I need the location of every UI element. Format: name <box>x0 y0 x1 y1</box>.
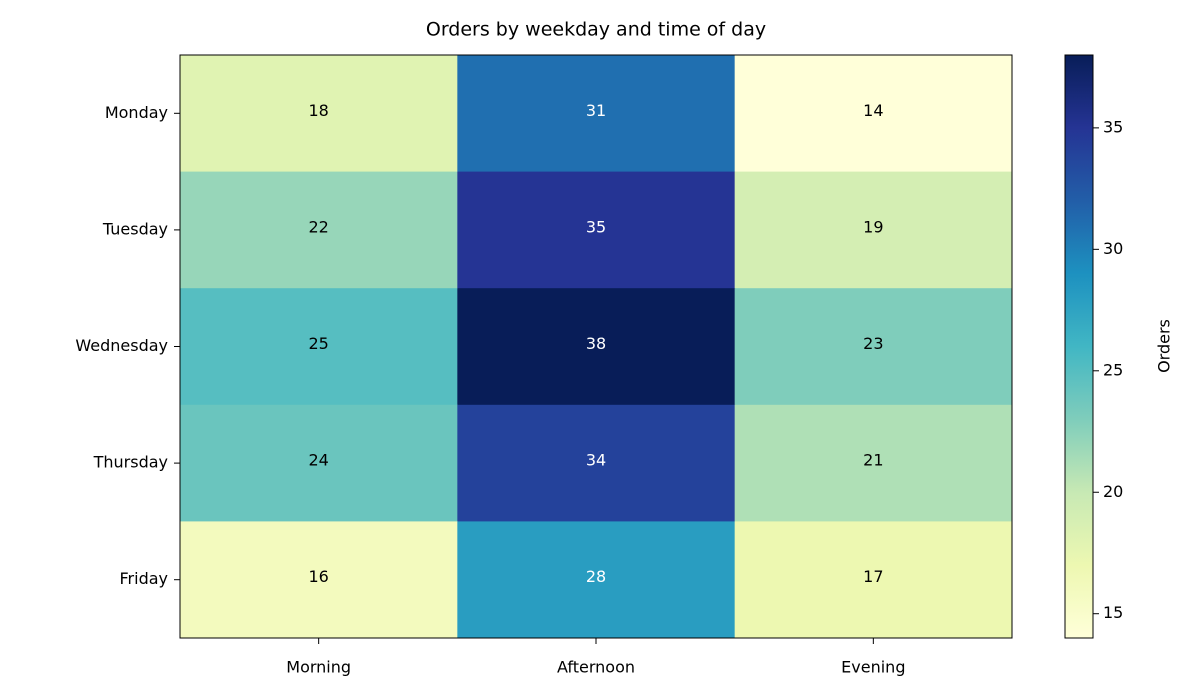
heatmap-cell <box>734 55 1013 173</box>
heatmap-cell <box>180 171 458 289</box>
heatmap-cell <box>180 55 458 173</box>
cell-label: 14 <box>863 101 883 120</box>
heatmap-cell <box>734 288 1013 406</box>
cell-label: 28 <box>586 567 606 586</box>
chart-title: Orders by weekday and time of day <box>426 19 766 41</box>
cell-label: 31 <box>586 101 606 120</box>
cell-label: 25 <box>308 334 328 353</box>
heatmap-cell <box>180 288 458 406</box>
heatmap-cell <box>457 521 736 639</box>
heatmap-cell <box>734 404 1013 522</box>
cell-label: 35 <box>586 217 606 236</box>
cell-label: 18 <box>308 101 328 120</box>
heatmap-cell <box>734 521 1013 639</box>
heatmap-cell <box>180 404 458 522</box>
colorbar-tick-label: 20 <box>1103 482 1123 501</box>
cell-label: 17 <box>863 567 883 586</box>
colorbar-tick-label: 15 <box>1103 603 1123 622</box>
y-tick-label: Friday <box>120 569 169 588</box>
y-tick-label: Wednesday <box>75 336 168 355</box>
cell-label: 22 <box>308 217 328 236</box>
cell-label: 21 <box>863 451 883 470</box>
heatmap-cell <box>180 521 458 639</box>
x-tick-label: Morning <box>286 658 351 677</box>
cell-label: 23 <box>863 334 883 353</box>
cell-label: 19 <box>863 217 883 236</box>
x-tick-label: Afternoon <box>557 658 635 677</box>
colorbar-tick-label: 25 <box>1103 360 1123 379</box>
cell-label: 16 <box>308 567 328 586</box>
y-tick-label: Tuesday <box>102 219 168 238</box>
heatmap-cell <box>457 288 736 406</box>
x-tick-label: Evening <box>841 658 905 677</box>
y-tick-label: Thursday <box>93 453 168 472</box>
colorbar-label: Orders <box>1155 319 1174 373</box>
cell-label: 34 <box>586 451 606 470</box>
colorbar-tick-label: 30 <box>1103 239 1123 258</box>
cell-label: 38 <box>586 334 606 353</box>
colorbar-tick-label: 35 <box>1103 117 1123 136</box>
cell-label: 24 <box>308 451 328 470</box>
heatmap-cell <box>457 171 736 289</box>
heatmap-cell <box>734 171 1013 289</box>
heatmap-cell <box>457 404 736 522</box>
y-tick-label: Monday <box>105 103 168 122</box>
colorbar <box>1064 54 1094 639</box>
heatmap-cell <box>457 55 736 173</box>
